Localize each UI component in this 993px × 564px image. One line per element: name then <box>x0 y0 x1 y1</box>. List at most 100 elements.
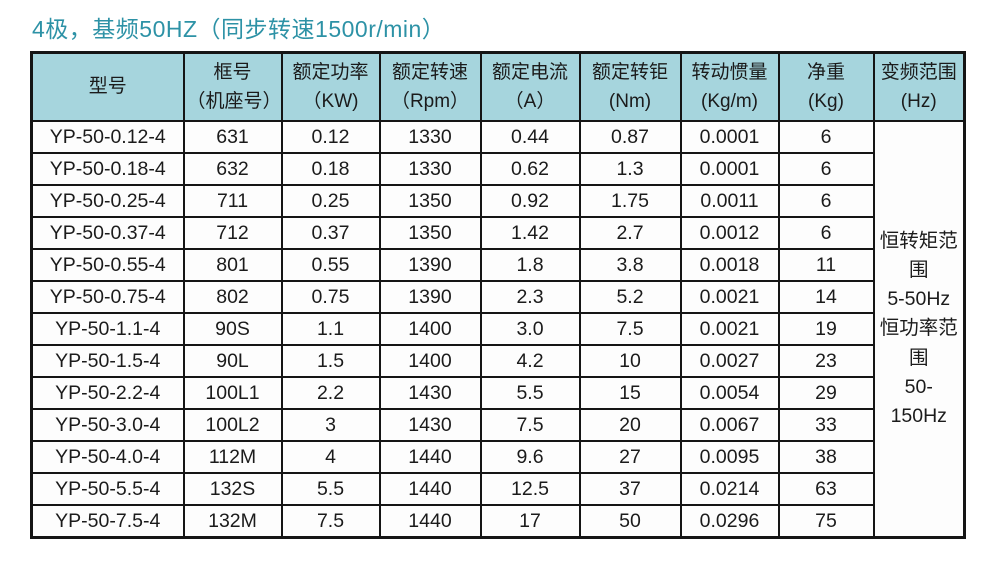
table-cell: YP-50-3.0-4 <box>30 408 185 442</box>
header-line: 额定转速 <box>391 61 468 83</box>
table-cell: 112M <box>182 440 283 474</box>
table-cell: YP-50-0.75-4 <box>30 280 185 314</box>
table-row: YP-50-2.2-4 100L1 2.2 1430 5.5 15 0.0054 29 <box>30 376 965 410</box>
table-cell: 1350 <box>378 216 482 250</box>
table-row: YP-50-0.12-4 631 0.12 1330 0.44 0.87 0.0001 6 恒转… <box>30 120 966 539</box>
table-cell: 10 <box>578 344 682 378</box>
table-cell: 1.75 <box>578 184 682 218</box>
header-line: （机座号） <box>186 91 282 112</box>
table-cell: 6 <box>777 184 875 218</box>
table-cell: 100L2 <box>182 408 283 442</box>
table-header: 型号 框号 （机座号） 额定功率 （KW) 额定转速 （Rpm） 额定电流 （A… <box>30 51 966 122</box>
table-cell: 17 <box>479 504 581 539</box>
table-cell: 100L1 <box>182 376 283 410</box>
frequency-range-line: 恒功率范围 <box>879 317 958 369</box>
table-cell: 0.37 <box>280 216 381 250</box>
table-cell: 4.2 <box>479 344 581 378</box>
table-cell: 75 <box>777 504 875 539</box>
table-cell: 0.12 <box>280 120 381 154</box>
table-cell: 23 <box>777 344 875 378</box>
table-cell: 37 <box>578 472 682 506</box>
table-cell: 19 <box>777 312 875 346</box>
table-cell: 6 <box>777 152 875 186</box>
table-cell: 132S <box>182 472 283 506</box>
table-cell: 1330 <box>378 120 482 154</box>
header-line: （Rpm） <box>390 91 470 112</box>
header-line: 变频范围 <box>880 61 957 83</box>
header-line: 额定转钜 <box>591 61 668 83</box>
table-cell: 5.5 <box>479 376 581 410</box>
table-cell: 0.0001 <box>679 152 780 186</box>
table-cell: 0.44 <box>479 120 581 154</box>
header-line: 净重 <box>806 61 845 83</box>
motor-spec-table: 型号 框号 （机座号） 额定功率 （KW) 额定转速 （Rpm） 额定电流 （A… <box>30 51 966 539</box>
table-cell: 711 <box>182 184 283 218</box>
table-cell: 1350 <box>378 184 482 218</box>
table-cell: 802 <box>182 280 283 314</box>
table-cell: 3 <box>280 408 381 442</box>
table-cell: 0.0095 <box>679 440 780 474</box>
frequency-range-line: 恒转矩范围 <box>879 229 958 281</box>
table-cell: 7.5 <box>479 408 581 442</box>
table-cell: 0.0021 <box>679 312 780 346</box>
table-cell: 5.5 <box>280 472 381 506</box>
table-cell: 1.5 <box>280 344 381 378</box>
table-cell: 38 <box>777 440 875 474</box>
table-row: YP-50-7.5-4 132M 7.5 1440 17 50 0.0296 75 <box>30 504 965 539</box>
table-row: YP-50-4.0-4 112M 4 1440 9.6 27 0.0095 38 <box>30 440 965 474</box>
table-cell: 1330 <box>378 152 482 186</box>
header-rated-torque: 额定转钜 (Nm) <box>578 51 682 122</box>
table-cell: 0.0214 <box>679 472 780 506</box>
table-row: YP-50-0.75-4 802 0.75 1390 2.3 5.2 0.0021 14 <box>30 280 965 314</box>
table-cell: 63 <box>777 472 875 506</box>
table-cell: 1.1 <box>280 312 381 346</box>
table-row: YP-50-1.5-4 90L 1.5 1400 4.2 10 0.0027 23 <box>30 344 965 378</box>
page-title: 4极，基频50HZ（同步转速1500r/min） <box>32 16 446 42</box>
table-cell: 631 <box>182 120 283 154</box>
header-rated-speed: 额定转速 （Rpm） <box>378 51 482 122</box>
table-cell: 0.18 <box>280 152 381 186</box>
table-cell: 2.7 <box>578 216 682 250</box>
table-cell: 0.75 <box>280 280 381 314</box>
header-line: （A） <box>504 91 556 112</box>
table-cell: 1.8 <box>479 248 581 282</box>
table-cell: 5.2 <box>578 280 682 314</box>
table-cell: YP-50-1.5-4 <box>30 344 185 378</box>
table-cell: 14 <box>777 280 875 314</box>
table-cell: YP-50-7.5-4 <box>30 504 185 539</box>
table-cell: 0.55 <box>280 248 381 282</box>
table-cell: 90L <box>182 344 283 378</box>
table-cell: 15 <box>578 376 682 410</box>
header-model: 型号 <box>30 51 185 122</box>
table-cell: 0.0067 <box>679 408 780 442</box>
table-cell: YP-50-4.0-4 <box>30 440 185 474</box>
table-cell: 6 <box>777 216 875 250</box>
header-line: （KW) <box>302 91 359 112</box>
header-line: 型号 <box>88 76 127 98</box>
table-cell: YP-50-0.55-4 <box>30 248 185 282</box>
table-cell: 0.0296 <box>679 504 780 539</box>
table-cell: 20 <box>578 408 682 442</box>
header-inertia: 转动惯量 (Kg/m) <box>679 51 780 122</box>
table-cell: 132M <box>182 504 283 539</box>
table-cell: 632 <box>182 152 283 186</box>
table-cell: 0.92 <box>479 184 581 218</box>
table-cell: YP-50-2.2-4 <box>30 376 185 410</box>
table-cell: 0.0018 <box>679 248 780 282</box>
header-line: (Kg/m) <box>701 91 758 112</box>
header-frame: 框号 （机座号） <box>182 51 283 122</box>
table-cell: 1390 <box>378 280 482 314</box>
table-cell: 7.5 <box>578 312 682 346</box>
table-cell: 7.5 <box>280 504 381 539</box>
table-row: YP-50-5.5-4 132S 5.5 1440 12.5 37 0.0214 63 <box>30 472 965 506</box>
table-cell: 3.0 <box>479 312 581 346</box>
table-cell: 1.3 <box>578 152 682 186</box>
table-cell: 0.87 <box>578 120 682 154</box>
header-line: 框号 <box>213 61 252 83</box>
table-cell: YP-50-1.1-4 <box>30 312 185 346</box>
table-row: YP-50-3.0-4 100L2 3 1430 7.5 20 0.0067 33 <box>30 408 965 442</box>
table-row: YP-50-1.1-4 90S 1.1 1400 3.0 7.5 0.0021 19 <box>30 312 965 346</box>
header-row: 型号 框号 （机座号） 额定功率 （KW) 额定转速 （Rpm） 额定电流 （A… <box>30 51 966 122</box>
page: 4极，基频50HZ（同步转速1500r/min） 型号 框号 （机座号） 额定功… <box>30 16 966 539</box>
table-row: YP-50-0.37-4 712 0.37 1350 1.42 2.7 0.0012 6 <box>30 216 965 250</box>
